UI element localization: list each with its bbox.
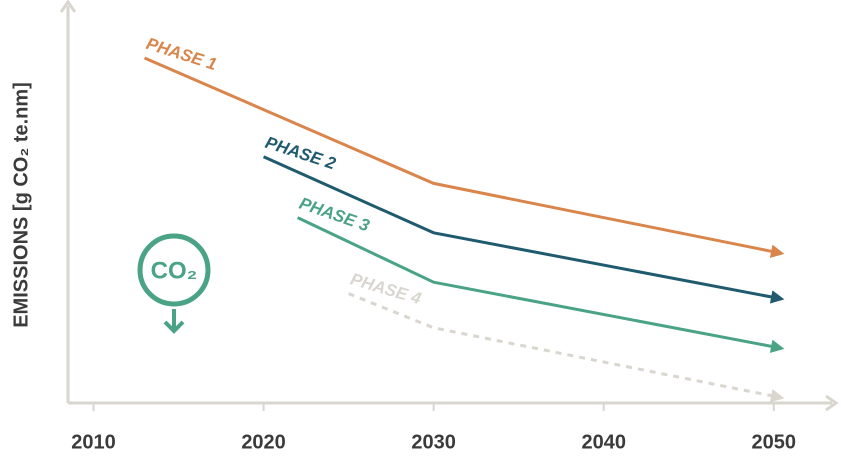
x-tick-label: 2040 — [581, 431, 626, 453]
icon-arrow-head — [163, 320, 185, 334]
series-label: PHASE 4 — [348, 270, 424, 309]
icon-circle — [137, 233, 211, 307]
x-tick-label: 2050 — [752, 431, 797, 453]
series-line — [262, 155, 785, 304]
y-axis-label: EMISSIONS [g CO₂ te.nm] — [10, 82, 32, 328]
series-line — [143, 56, 785, 258]
co2-icon: CO₂ — [137, 233, 211, 334]
x-tick-label: 2030 — [411, 431, 456, 453]
icon-text: CO₂ — [151, 257, 198, 284]
x-tick-label: 2010 — [71, 431, 116, 453]
x-axis-arrow — [825, 394, 839, 412]
y-axis-arrow — [59, 0, 77, 13]
series-line — [348, 292, 785, 403]
series-label: PHASE 2 — [263, 133, 339, 174]
series-label: PHASE 1 — [144, 34, 219, 74]
x-tick-label: 2020 — [241, 431, 286, 453]
series-line — [296, 216, 785, 353]
